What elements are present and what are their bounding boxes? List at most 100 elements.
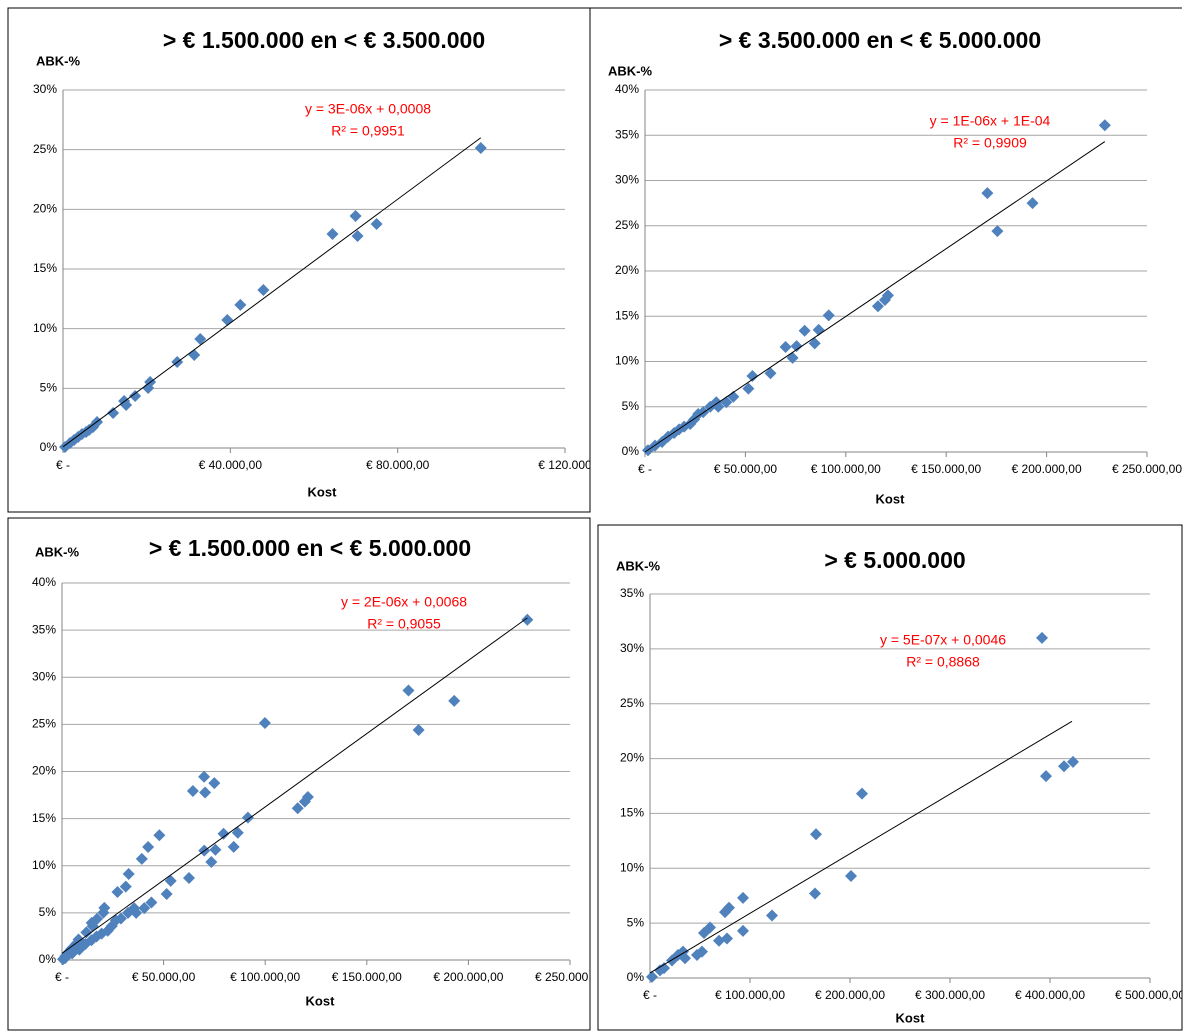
trendline-equation: y = 2E-06x + 0,0068 [341, 594, 467, 610]
data-point [822, 309, 835, 322]
panel-border [597, 524, 1183, 1031]
data-point [1098, 119, 1111, 132]
x-tick-label: € 400.000,00 [1015, 988, 1085, 1002]
data-point [812, 323, 825, 336]
x-tick-label: € 150.000,00 [332, 970, 402, 984]
x-tick-label: € 150.000,00 [911, 462, 981, 476]
trendline [644, 141, 1106, 453]
data-point [291, 802, 304, 815]
data-point [786, 351, 799, 364]
data-point [198, 770, 211, 783]
data-point [742, 382, 755, 395]
data-point [737, 891, 749, 904]
data-point [160, 888, 173, 901]
x-tick-label: € 200.000,00 [1012, 462, 1082, 476]
data-point [779, 341, 792, 354]
data-point [798, 324, 811, 337]
chart-panel: > € 3.500.000 en < € 5.000.000 ABK-% Kost 0… [608, 27, 1182, 506]
y-axis-label: ABK-% [608, 63, 652, 78]
data-point [91, 912, 104, 925]
y-tick-label: 35% [620, 586, 644, 600]
y-tick-label: 5% [627, 915, 645, 929]
y-tick-label: 10% [33, 321, 57, 335]
x-tick-label: € 100.000,00 [715, 988, 785, 1002]
y-tick-label: 0% [40, 440, 58, 454]
data-point [521, 613, 534, 626]
y-tick-label: 40% [615, 82, 639, 96]
data-point [1067, 755, 1079, 768]
data-point [981, 187, 994, 200]
data-point [301, 790, 314, 803]
data-point [764, 367, 777, 380]
data-point [808, 337, 821, 350]
data-point [153, 829, 166, 842]
data-point [164, 874, 177, 887]
data-point [135, 852, 148, 865]
data-point [1026, 197, 1039, 210]
data-point [142, 840, 155, 853]
panel-border [7, 517, 591, 1031]
y-tick-label: 40% [32, 575, 56, 589]
y-tick-label: 15% [620, 806, 644, 820]
data-point [138, 902, 151, 915]
y-tick-label: 30% [32, 669, 56, 683]
data-point [114, 912, 127, 925]
chart-title: > € 3.500.000 en < € 5.000.000 [719, 27, 1041, 53]
data-point [231, 826, 244, 839]
x-tick-label: € 200.000,00 [815, 988, 885, 1002]
y-axis-label: ABK-% [36, 53, 80, 68]
x-tick-label: € 300.000,00 [915, 988, 985, 1002]
trendline-r-squared: R² = 0,9909 [953, 135, 1027, 151]
data-point [129, 389, 142, 402]
y-axis-label: ABK-% [616, 558, 660, 573]
data-point [845, 869, 857, 882]
y-tick-label: 15% [615, 308, 639, 322]
x-tick-label: € - [643, 988, 657, 1002]
data-point [257, 284, 270, 297]
chart-panel: > € 1.500.000 en < € 3.500.000 ABK-% Kost 0… [33, 27, 592, 499]
x-tick-label: € - [56, 458, 70, 472]
data-point [111, 886, 124, 899]
x-tick-label: € - [55, 970, 69, 984]
data-point [809, 887, 821, 900]
data-point [658, 962, 670, 975]
x-axis-label: Kost [896, 1010, 926, 1025]
trendline [61, 617, 528, 954]
trendline [62, 137, 482, 448]
trendline-equation: y = 5E-07x + 0,0046 [880, 632, 1006, 648]
trendline-equation: y = 1E-06x + 1E-04 [930, 113, 1051, 129]
data-point [856, 787, 868, 800]
data-point [412, 724, 425, 737]
x-tick-label: € 120.000 [538, 458, 592, 472]
data-point [402, 684, 415, 697]
y-tick-label: 0% [39, 952, 57, 966]
y-tick-label: 5% [39, 905, 57, 919]
data-point [349, 210, 362, 223]
data-point [704, 921, 716, 934]
data-point [737, 924, 749, 937]
y-tick-label: 10% [615, 354, 639, 368]
data-point [107, 407, 120, 420]
data-point [712, 400, 725, 413]
data-point [258, 717, 271, 730]
trendline [649, 720, 1073, 974]
y-axis-label: ABK-% [35, 544, 79, 559]
data-point [122, 867, 135, 880]
y-tick-label: 5% [622, 399, 640, 413]
chart-panel: > € 1.500.000 en < € 5.000.000 ABK-% Kost 0… [32, 535, 590, 1008]
data-point [351, 229, 364, 242]
x-tick-label: € 100.000,00 [230, 970, 300, 984]
trendline-r-squared: R² = 0,9055 [367, 616, 441, 632]
data-point [810, 828, 822, 841]
data-point [221, 313, 234, 326]
data-point [746, 369, 759, 382]
y-tick-label: 10% [32, 858, 56, 872]
panel-border [7, 7, 591, 513]
y-tick-label: 25% [615, 218, 639, 232]
data-point [1036, 631, 1048, 644]
x-axis-label: Kost [308, 484, 338, 499]
x-tick-label: € 80.000,00 [366, 458, 430, 472]
trendline-r-squared: R² = 0,9951 [331, 123, 405, 139]
y-tick-label: 25% [32, 717, 56, 731]
